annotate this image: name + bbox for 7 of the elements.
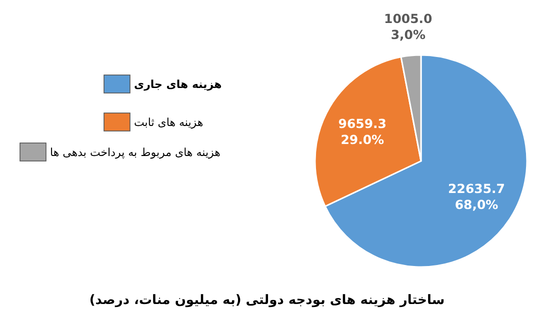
data-label: 1005.0 3,0%: [384, 10, 433, 42]
text: ساختار هزینه های بودجه دولتی (به میلیون منات، درصد): [89, 293, 445, 308]
data-label: 22635.7 68,0%: [448, 181, 505, 212]
legend-label: هزینه های مربوط به پرداخت بدهی ها: [50, 146, 221, 159]
legend-label: هزینه های ثابت: [134, 116, 204, 129]
legend-label: هزینه های جاری: [134, 78, 222, 91]
data-label: 9659.3 29.0%: [338, 116, 387, 148]
